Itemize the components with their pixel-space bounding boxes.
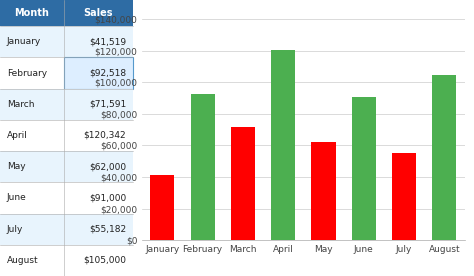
Text: $91,000: $91,000 — [89, 193, 126, 202]
Text: January: January — [7, 37, 41, 46]
Bar — [0, 89, 133, 120]
Text: $41,519: $41,519 — [89, 37, 126, 46]
Bar — [0, 245, 133, 276]
Bar — [150, 175, 174, 240]
Text: Sales: Sales — [83, 8, 113, 18]
Bar — [0, 151, 133, 182]
Bar — [271, 50, 295, 240]
Text: June: June — [7, 193, 27, 202]
Bar — [231, 127, 255, 240]
Text: $92,518: $92,518 — [89, 68, 126, 78]
Bar — [191, 94, 215, 240]
Bar — [0, 120, 133, 151]
Bar — [392, 153, 416, 240]
Bar — [0, 26, 133, 57]
Text: April: April — [7, 131, 27, 140]
Text: February: February — [7, 68, 47, 78]
Bar — [352, 97, 376, 240]
Text: $120,342: $120,342 — [83, 131, 126, 140]
Bar — [311, 142, 336, 240]
Bar — [0, 0, 133, 26]
Text: May: May — [7, 162, 25, 171]
Bar — [0, 182, 133, 214]
Text: Month: Month — [14, 8, 49, 18]
Text: July: July — [7, 225, 23, 234]
Text: August: August — [7, 256, 38, 265]
Text: $71,591: $71,591 — [89, 100, 126, 109]
Bar — [0, 57, 133, 89]
Text: $55,182: $55,182 — [89, 225, 126, 234]
Bar — [432, 75, 456, 240]
Text: $105,000: $105,000 — [83, 256, 126, 265]
Text: $62,000: $62,000 — [89, 162, 126, 171]
Text: March: March — [7, 100, 34, 109]
Bar — [64, 57, 133, 89]
Bar — [0, 214, 133, 245]
